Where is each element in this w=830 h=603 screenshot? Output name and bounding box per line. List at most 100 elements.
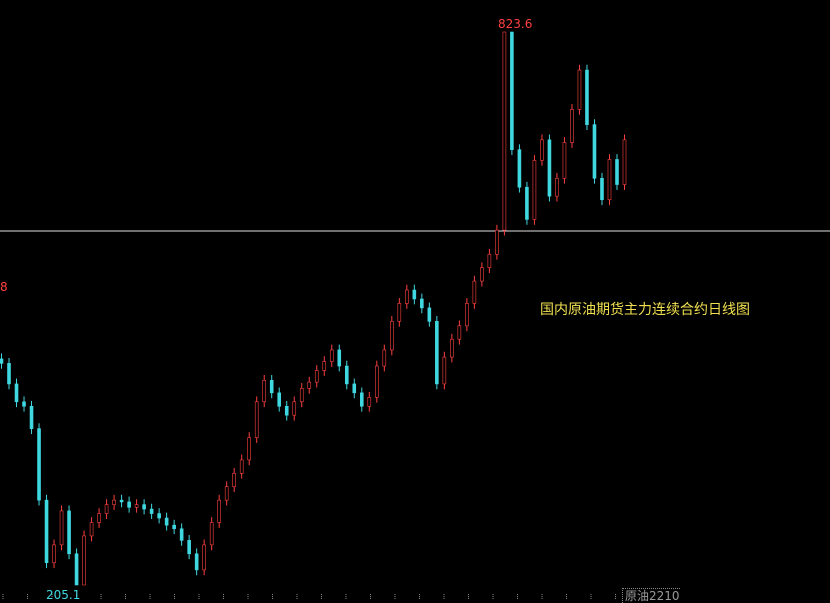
candle-body [367, 397, 372, 407]
candle [202, 539, 206, 576]
candle-body [299, 388, 304, 403]
candle-body [202, 544, 206, 571]
candle-body [37, 428, 41, 501]
candle [0, 353, 4, 369]
candle-body [247, 437, 251, 461]
candle-body [164, 517, 169, 526]
candle-body [600, 177, 604, 201]
candle-body [329, 349, 334, 362]
candle [224, 481, 229, 506]
candle-body [570, 109, 574, 143]
candle [232, 467, 236, 493]
candle [390, 315, 394, 356]
candle-body [562, 142, 567, 179]
candle [412, 284, 417, 305]
candle [52, 539, 56, 569]
candle-body [435, 321, 439, 385]
candle [435, 315, 439, 390]
candle [427, 302, 432, 327]
candle-body [134, 504, 139, 508]
candle [337, 344, 342, 372]
candle [194, 548, 199, 576]
candle [97, 508, 101, 528]
candle-body [52, 544, 56, 564]
min-price-label: 205.1 [46, 588, 81, 602]
candle [269, 374, 274, 399]
candle-body [209, 522, 214, 546]
candle-body [292, 401, 297, 416]
candle [405, 284, 409, 309]
candle [465, 298, 469, 332]
candle-body [344, 365, 349, 385]
candle [44, 494, 49, 569]
candle [397, 298, 402, 327]
candle-body [59, 510, 64, 546]
candle-body [615, 159, 619, 185]
candle [600, 172, 604, 206]
candle [570, 104, 574, 148]
candle [179, 523, 184, 546]
candle [74, 548, 79, 586]
candle [352, 378, 357, 399]
candle-body [577, 69, 582, 110]
candle-body [254, 401, 259, 438]
candle [89, 517, 94, 542]
candle-body [179, 528, 184, 541]
candle-body [142, 504, 146, 510]
candle [82, 530, 86, 586]
candle-body [510, 31, 514, 150]
candle [375, 360, 379, 403]
candle [277, 387, 282, 412]
candle-body [97, 513, 101, 523]
candle-body [194, 553, 199, 571]
candle-body [89, 522, 94, 537]
candle [284, 400, 289, 421]
candle-body [322, 361, 327, 371]
candle-body [262, 380, 267, 403]
candle-body [74, 553, 79, 586]
candle [209, 517, 214, 551]
candle-body [607, 159, 612, 201]
candle-body [232, 473, 236, 488]
candle-body [487, 253, 492, 268]
candle-body [22, 401, 26, 407]
candle [149, 503, 154, 519]
candle-body [450, 338, 454, 358]
candle-body [149, 508, 154, 514]
candle [562, 137, 567, 184]
candle [262, 374, 267, 408]
candle-body [540, 139, 544, 161]
candle-body [7, 363, 11, 385]
candle [322, 356, 327, 376]
candle [382, 344, 387, 372]
candle [607, 154, 612, 206]
candle [299, 383, 304, 408]
candle-body [585, 69, 589, 125]
candle-body [0, 358, 4, 364]
candle-body [104, 504, 109, 514]
candle-body [382, 349, 387, 367]
candle-body [157, 513, 161, 519]
candle-body [592, 124, 597, 179]
max-price-label: 823.6 [498, 17, 533, 31]
candle [622, 134, 627, 190]
candle-body [420, 298, 424, 309]
candle-body [555, 177, 559, 197]
candle [307, 376, 312, 394]
candle-body [457, 325, 462, 340]
candle-body [119, 499, 124, 503]
candle-body [82, 535, 86, 586]
candle [487, 248, 492, 274]
candle-body [67, 510, 71, 555]
candle [480, 262, 484, 287]
candle [442, 351, 447, 390]
candle [172, 519, 176, 535]
candle-body [405, 289, 409, 304]
candle-body [547, 139, 552, 197]
candle-body [14, 383, 19, 403]
candle-body [397, 303, 402, 322]
candle-body [352, 383, 357, 394]
candle [314, 365, 319, 388]
candle-body [172, 524, 176, 530]
candle-body [307, 381, 312, 389]
